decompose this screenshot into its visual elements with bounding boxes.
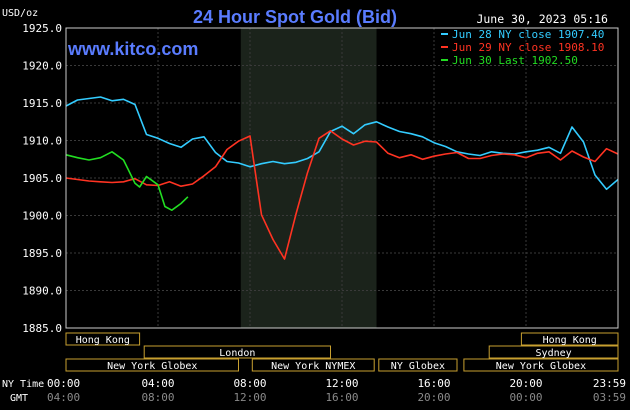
x-tick-label-ny: 20:00 (509, 377, 542, 390)
x-tick-label-gmt: 04:00 (47, 391, 80, 404)
series-line (65, 96, 619, 191)
session-label: London (219, 348, 255, 359)
y-tick-label: 1910.0 (22, 135, 62, 148)
x-tick-label-gmt: 08:00 (141, 391, 174, 404)
x-tick-label-ny: 04:00 (141, 377, 174, 390)
session-label: Hong Kong (543, 335, 597, 346)
x-tick-label-ny: 08:00 (233, 377, 266, 390)
y-tick-label: 1915.0 (22, 97, 62, 110)
x-tick-label-ny: 16:00 (417, 377, 450, 390)
plot-frame (65, 27, 619, 329)
x-tick-label-ny: 00:00 (47, 377, 80, 390)
timestamp: June 30, 2023 05:16 (476, 12, 608, 26)
watermark-url: www.kitco.com (67, 39, 198, 59)
session-box (378, 358, 458, 372)
x-tick-label-gmt: 16:00 (325, 391, 358, 404)
y-tick-label: 1895.0 (22, 247, 62, 260)
x-tick-label-gmt: 12:00 (233, 391, 266, 404)
legend-item-jun30: Jun 30 Last 1902.50 (452, 54, 578, 67)
x-label-ny-time: NY Time (2, 379, 44, 390)
unit-label: USD/oz (2, 8, 38, 19)
session-label: New York NYMEX (271, 361, 355, 372)
session-label: New York Globex (496, 361, 586, 372)
session-label: New York Globex (107, 361, 197, 372)
y-tick-label: 1905.0 (22, 172, 62, 185)
session-label: Hong Kong (76, 335, 130, 346)
session-box (143, 345, 331, 359)
legend-item-jun28: Jun 28 NY close 1907.40 (452, 28, 604, 41)
session-box (65, 358, 239, 372)
y-tick-label: 1900.0 (22, 210, 62, 223)
y-tick-label: 1925.0 (22, 22, 62, 35)
x-tick-label-ny: 12:00 (325, 377, 358, 390)
shaded-region (240, 28, 377, 328)
x-tick-label-gmt: 03:59 (593, 391, 626, 404)
x-label-gmt: GMT (10, 393, 28, 404)
series-line (65, 151, 189, 211)
session-box (65, 332, 141, 346)
y-tick-label: 1920.0 (22, 60, 62, 73)
legend-item-jun29: Jun 29 NY close 1908.10 (452, 41, 604, 54)
session-label: NY Globex (391, 361, 445, 372)
legend: Jun 28 NY close 1907.40 Jun 29 NY close … (441, 28, 604, 67)
session-box (520, 332, 619, 346)
session-box (251, 358, 375, 372)
y-tick-label: 1890.0 (22, 285, 62, 298)
x-tick-label-gmt: 20:00 (417, 391, 450, 404)
session-box (463, 358, 619, 372)
session-box (488, 345, 619, 359)
chart-title: 24 Hour Spot Gold (Bid) (193, 7, 397, 27)
x-tick-label-ny: 23:59 (593, 377, 626, 390)
y-tick-label: 1885.0 (22, 322, 62, 335)
x-tick-label-gmt: 00:00 (509, 391, 542, 404)
session-label: Sydney (536, 348, 572, 359)
